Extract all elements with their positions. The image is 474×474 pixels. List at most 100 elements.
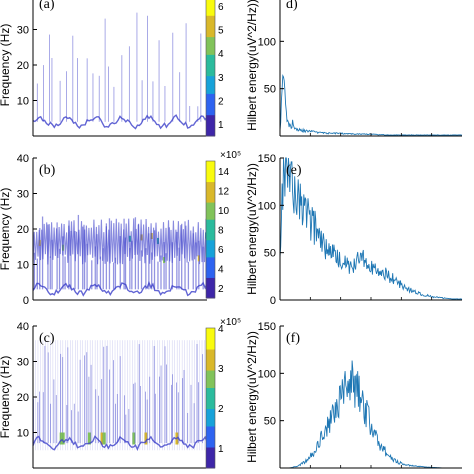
colorbar-segment-0-10	[206, 96, 215, 101]
colorbar-segment-4-26	[206, 373, 215, 378]
colorbar-border-0	[205, 0, 216, 137]
colorbar-segment-2-4	[206, 280, 215, 285]
y-tick-label-0-0: 10	[17, 96, 29, 108]
colorbar-segment-0-17	[206, 72, 215, 77]
colorbar-segment-0-38	[206, 0, 215, 2]
colorbar-segment-0-29	[206, 29, 215, 34]
colorbar-segment-4-17	[206, 405, 215, 409]
colorbar-segment-4-35	[206, 342, 215, 346]
spectral-hotspot-4-24	[102, 432, 106, 445]
y-tick-label-2-1: 10	[17, 260, 29, 272]
colorbar-segment-2-17	[206, 236, 215, 241]
colorbar-segment-2-24	[206, 212, 215, 217]
y-tick-label-3-1: 50	[264, 248, 276, 260]
y-tick-label-2-3: 30	[17, 189, 29, 201]
colorbar-tick-label-2-2: 6	[218, 245, 224, 256]
colorbar-segment-0-16	[206, 75, 215, 80]
colorbar-segment-4-7	[206, 440, 215, 444]
y-axis-label-1: Hilbert energy(uV^2/Hz))	[245, 0, 259, 131]
colorbar-segment-0-32	[206, 18, 215, 23]
colorbar-segment-0-13	[206, 86, 215, 91]
y-axis-label-3: Hilbert energy(uV^2/Hz))	[245, 163, 259, 295]
colorbar-segment-0-27	[206, 36, 215, 41]
colorbar-segment-0-4	[206, 118, 215, 123]
colorbar-segment-2-0	[206, 294, 215, 299]
colorbar-segment-0-0	[206, 132, 215, 137]
colorbar-segment-4-31	[206, 356, 215, 360]
y-tick-label-4-1: 20	[17, 392, 29, 404]
y-tick-label-3-3: 150	[258, 153, 276, 165]
spectral-hotspot-2-41	[163, 257, 166, 264]
spectral-hotspot-4-34	[132, 432, 136, 445]
y-tick-label-5-2: 150	[258, 321, 276, 333]
spectral-ridge-2	[32, 280, 208, 297]
colorbar-segment-2-22	[206, 219, 215, 224]
colorbar-segment-2-25	[206, 208, 215, 213]
colorbar-segment-0-31	[206, 22, 215, 27]
colorbar-segment-0-21	[206, 57, 215, 62]
colorbar-segment-2-27	[206, 202, 215, 207]
colorbar-segment-4-24	[206, 380, 215, 385]
colorbar-tick-label-2-0: 2	[218, 284, 224, 295]
colorbar-segment-2-35	[206, 174, 215, 179]
colorbar-segment-0-7	[206, 107, 215, 112]
colorbar-segment-4-3	[206, 454, 215, 458]
colorbar-tick-label-2-5: 12	[218, 186, 230, 197]
colorbar-segment-2-37	[206, 167, 215, 172]
colorbar-segment-4-25	[206, 377, 215, 381]
colorbar-segment-2-30	[206, 191, 215, 196]
colorbar-tick-label-0-1: 2	[218, 97, 224, 108]
colorbar-segment-4-11	[206, 426, 215, 430]
y-tick-label-2-4: 40	[17, 153, 29, 165]
y-tick-label-2-2: 20	[17, 224, 29, 236]
colorbar-segment-4-36	[206, 338, 215, 343]
spectral-hotspot-4-10	[61, 432, 65, 445]
colorbar-segment-2-23	[206, 215, 215, 220]
spectral-band-2	[32, 218, 208, 265]
colorbar-segment-2-15	[206, 243, 215, 248]
y-tick-label-5-1: 100	[258, 368, 276, 380]
colorbar-segment-0-23	[206, 50, 215, 55]
spectral-hotspot-4-9	[59, 432, 63, 445]
colorbar-segment-4-28	[206, 366, 215, 371]
spectral-ridge-4	[32, 435, 208, 452]
colorbar-segment-2-21	[206, 222, 215, 227]
colorbar-segment-4-21	[206, 391, 215, 395]
colorbar-segment-0-28	[206, 33, 215, 38]
colorbar-segment-2-16	[206, 239, 215, 244]
colorbar-segment-0-18	[206, 68, 215, 73]
colorbar-segment-2-29	[206, 195, 215, 200]
colorbar-tick-label-0-5: 6	[218, 2, 224, 13]
colorbar-segment-0-9	[206, 100, 215, 105]
y-axis-label-4: Frequency (Hz)	[0, 356, 12, 439]
colorbar-segment-0-15	[206, 79, 215, 84]
y-tick-label-3-2: 100	[258, 200, 276, 212]
colorbar-tick-label-2-6: 14	[218, 167, 230, 178]
colorbar-segment-4-16	[206, 408, 215, 413]
colorbar-segment-4-27	[206, 370, 215, 374]
colorbar-segment-4-0	[206, 464, 215, 469]
y-tick-label-1-1: 100	[258, 36, 276, 48]
colorbar-segment-4-4	[206, 450, 215, 455]
colorbar-segment-0-1	[206, 128, 215, 133]
y-tick-label-4-2: 30	[17, 357, 29, 369]
colorbar-tick-label-4-1: 2	[218, 404, 224, 415]
y-tick-label-4-0: 10	[17, 428, 29, 440]
colorbar-segment-4-1	[206, 461, 215, 465]
colorbar-segment-0-33	[206, 15, 215, 20]
spectral-hotspot-4-19	[87, 432, 91, 445]
colorbar-segment-0-12	[206, 89, 215, 94]
colorbar-tick-label-0-4: 5	[218, 26, 224, 37]
colorbar-border-2	[205, 160, 216, 299]
colorbar-tick-label-0-2: 3	[218, 73, 224, 84]
colorbar-segment-0-36	[206, 4, 215, 9]
colorbar-segment-2-33	[206, 181, 215, 186]
colorbar-segment-4-37	[206, 335, 215, 339]
colorbar-tick-label-2-4: 10	[218, 206, 230, 217]
y-tick-label-3-0: 0	[270, 295, 276, 307]
colorbar-segment-4-13	[206, 419, 215, 423]
colorbar-segment-2-2	[206, 287, 215, 292]
colorbar-segment-0-8	[206, 104, 215, 109]
colorbar-segment-2-34	[206, 178, 215, 183]
colorbar-segment-2-6	[206, 274, 215, 278]
